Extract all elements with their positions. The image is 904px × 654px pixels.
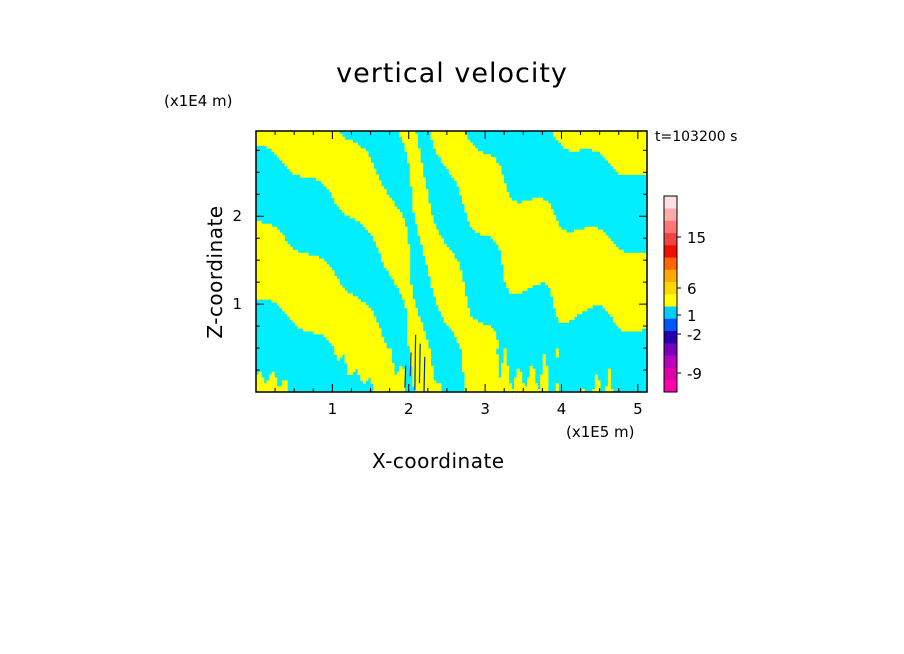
updraft-streak — [414, 334, 417, 391]
colorbar-swatch — [664, 330, 677, 344]
y-tick-label: 1 — [232, 295, 242, 313]
velocity-field — [256, 131, 647, 392]
axis-ticks: 1 2 3 4 5 1 2 — [232, 131, 647, 418]
colorbar-label: 1 — [687, 307, 697, 325]
colorbar-swatch — [664, 379, 677, 393]
x-tick-label: 4 — [557, 400, 567, 418]
colorbar-swatch — [664, 245, 677, 258]
colorbar-swatch — [664, 196, 677, 209]
colorbar-swatch — [664, 269, 677, 283]
positive-velocity-region — [256, 131, 647, 392]
colorbar-swatch — [664, 208, 677, 221]
colorbar-label: 15 — [687, 229, 706, 247]
colorbar: 15 6 1-2 -9 — [663, 195, 706, 393]
colorbar-swatch — [664, 367, 677, 381]
x-tick-label: 2 — [404, 400, 414, 418]
colorbar-swatch — [664, 257, 677, 270]
x-tick-label: 3 — [480, 400, 490, 418]
colorbar-swatch — [664, 306, 677, 319]
colorbar-swatch — [664, 232, 677, 246]
colorbar-swatch — [664, 318, 677, 332]
y-tick-label: 2 — [232, 207, 242, 225]
updraft-streak — [418, 343, 421, 384]
time-label: t=103200 s — [655, 129, 738, 145]
updraft-streak — [404, 365, 407, 388]
y-axis-unit: (x1E4 m) — [164, 92, 233, 110]
colorbar-swatch — [664, 220, 677, 234]
colorbar-frame — [663, 195, 678, 393]
x-axis-unit: (x1E5 m) — [566, 423, 635, 441]
x-tick-label: 5 — [633, 400, 643, 418]
colorbar-swatch — [664, 294, 677, 307]
x-tick-label: 1 — [328, 400, 338, 418]
colorbar-label: -2 — [687, 326, 702, 344]
updraft-streak — [423, 356, 426, 392]
colorbar-swatch — [664, 343, 677, 356]
updraft-streak — [409, 352, 412, 377]
colorbar-swatch — [664, 355, 677, 368]
colorbar-swatch — [664, 281, 677, 295]
x-axis-label: X-coordinate — [372, 449, 505, 473]
colorbar-label: 6 — [687, 280, 697, 298]
colorbar-label: -9 — [687, 365, 702, 383]
plot-frame — [255, 130, 648, 393]
chart-title: vertical velocity — [336, 58, 568, 89]
